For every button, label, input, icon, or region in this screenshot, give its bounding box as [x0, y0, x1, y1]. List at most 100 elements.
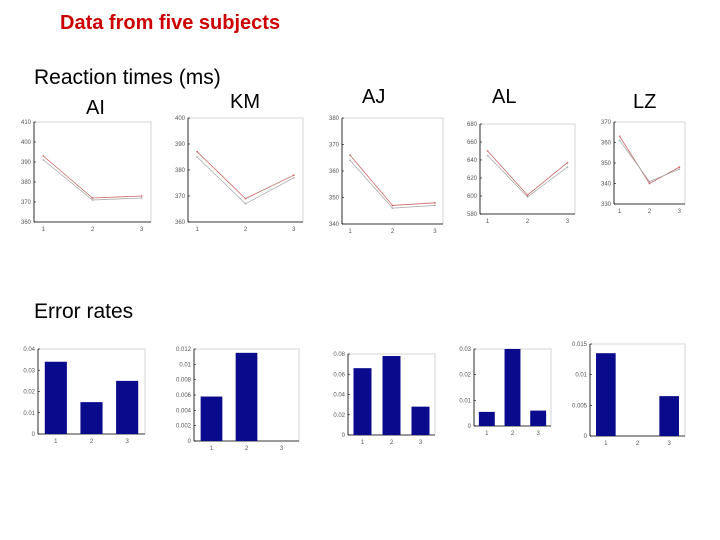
rt-aj-series-0-line: [349, 154, 435, 206]
err-aj-ytick-label-3: 0.06: [333, 372, 345, 378]
rt-al-plot-frame: [479, 123, 576, 215]
rt-km-plot-frame: [187, 117, 304, 223]
rt-lz-ytick-label-2: 350: [601, 161, 612, 167]
err-aj-ytick-label-4: 0.08: [333, 352, 345, 358]
rt-ai-ytick-label-3: 390: [21, 160, 32, 166]
err-lz-xtick-label-1: 2: [636, 441, 640, 447]
rt-ai-ytick-label-1: 370: [21, 200, 32, 206]
rt-lz-xtick-label-1: 2: [648, 209, 652, 215]
rt-km-series-1-point-2: [292, 176, 295, 179]
err-km-bar-1: [235, 352, 258, 441]
err-ai-xtick-label-0: 1: [54, 439, 58, 445]
rt-lz-series-1-line: [619, 140, 680, 182]
rt-lz-series-1-point-1: [648, 180, 651, 183]
rt-km-series-0-point-1: [244, 197, 247, 200]
rt-chart-aj: 340 350 360 370 380 1 2 3: [329, 116, 444, 235]
err-lz-ytick-label-0: 0: [584, 434, 588, 440]
rt-km-series-1-point-0: [196, 156, 199, 158]
rt-km-ytick-label-1: 370: [175, 194, 186, 200]
rt-aj-xtick-label-1: 2: [391, 229, 395, 235]
rt-ai-ytick-label-0: 360: [21, 220, 32, 226]
rt-ai-ytick-label-4: 400: [21, 140, 32, 146]
rt-ai-xtick-label-1: 2: [91, 227, 95, 233]
rt-ai-ytick-label-2: 380: [21, 180, 32, 186]
rt-al-ytick-label-4: 660: [467, 140, 478, 146]
err-chart-lz: 0 0.005 0.01 0.015 1 2 3: [572, 342, 686, 447]
err-aj-bar-0: [353, 368, 372, 435]
rt-al-xtick-label-2: 3: [566, 219, 570, 225]
rt-al-series-0-line: [487, 150, 568, 196]
err-ai-bar-0: [44, 361, 67, 434]
reaction-times-label: Reaction times (ms): [34, 66, 221, 89]
rt-ai-series-1-point-0: [42, 159, 45, 161]
rt-km-series-1-line: [196, 156, 294, 205]
rt-aj-xtick-label-0: 1: [348, 229, 352, 235]
err-km-ytick-label-6: 0.012: [176, 347, 192, 353]
subject-label-aj: AJ: [362, 86, 386, 108]
rt-lz-plot-frame: [613, 121, 686, 205]
err-lz-ytick-label-1: 0.005: [572, 403, 588, 409]
rt-km-xtick-label-0: 1: [196, 227, 200, 233]
rt-al-xtick-label-1: 2: [526, 219, 530, 225]
rt-ai-series-0-point-1: [91, 197, 94, 199]
err-al-ytick-label-2: 0.02: [459, 373, 471, 379]
subject-label-ai: AI: [86, 97, 105, 119]
err-ai-bar-2: [116, 380, 139, 434]
err-chart-al: 0 0.01 0.02 0.03 1 2 3: [459, 347, 552, 437]
rt-aj-series-0-point-0: [349, 154, 351, 156]
rt-aj-ytick-label-0: 340: [329, 222, 340, 228]
rt-al-series-1-point-1: [526, 196, 529, 198]
rt-km-ytick-label-0: 360: [175, 220, 186, 226]
rt-al-ytick-label-5: 680: [467, 122, 478, 128]
rt-al-series-1-point-2: [566, 166, 569, 169]
rt-ai-series-0-point-2: [140, 195, 143, 197]
err-chart-km: 0 0.002 0.004 0.006 0.008 0.01 0.012 1 2 3: [176, 347, 300, 452]
subject-label-al: AL: [492, 86, 517, 108]
rt-ai-series-1-line: [43, 159, 142, 201]
err-ai-bar-1: [80, 402, 103, 434]
err-chart-ai: 0 0.01 0.02 0.03 0.04 1 2 3: [23, 347, 146, 445]
rt-al-series-0-point-1: [526, 194, 529, 196]
err-aj-ytick-label-1: 0.02: [333, 413, 345, 419]
rt-km-xtick-label-1: 2: [244, 227, 248, 233]
rt-lz-xtick-label-2: 3: [678, 209, 682, 215]
rt-ai-xtick-label-2: 3: [140, 227, 144, 233]
rt-al-series-0-point-0: [486, 150, 489, 152]
rt-al-xtick-label-0: 1: [486, 219, 490, 225]
rt-ai-series-1-point-2: [140, 197, 143, 199]
rt-chart-lz: 330 340 350 360 370 1 2 3: [601, 120, 686, 215]
rt-aj-ytick-label-4: 380: [329, 116, 340, 122]
rt-lz-ytick-label-1: 340: [601, 182, 612, 188]
err-lz-xtick-label-2: 3: [667, 441, 671, 447]
subject-label-km: KM: [230, 91, 260, 113]
rt-lz-ytick-label-3: 360: [601, 141, 612, 147]
err-aj-ytick-label-2: 0.04: [333, 393, 345, 399]
rt-km-series-0-point-2: [292, 174, 295, 177]
rt-lz-series-1-point-2: [678, 168, 681, 171]
err-al-bar-1: [504, 349, 521, 426]
error-rates-label: Error rates: [34, 300, 134, 323]
rt-al-ytick-label-0: 580: [467, 212, 478, 218]
rt-lz-ytick-label-4: 370: [601, 120, 612, 126]
rt-km-ytick-label-3: 390: [175, 142, 186, 148]
rt-aj-ytick-label-1: 350: [329, 196, 340, 202]
rt-chart-ai: 360 370 380 390 400 410 1 2 3: [21, 120, 152, 233]
err-lz-ytick-label-3: 0.015: [572, 342, 588, 348]
err-km-ytick-label-0: 0: [188, 439, 192, 445]
rt-km-series-0-point-0: [196, 150, 199, 153]
err-al-xtick-label-0: 1: [485, 431, 489, 437]
err-km-xtick-label-2: 3: [280, 446, 284, 452]
rt-aj-series-1-point-0: [349, 159, 351, 162]
err-chart-aj: 0 0.02 0.04 0.06 0.08 1 2 3: [333, 352, 436, 446]
rt-km-ytick-label-4: 400: [175, 116, 186, 122]
err-km-ytick-label-3: 0.006: [176, 393, 192, 399]
err-ai-ytick-label-3: 0.03: [23, 368, 35, 374]
err-al-bar-0: [478, 411, 495, 426]
err-km-ytick-label-5: 0.01: [179, 362, 191, 368]
rt-al-series-1-point-0: [486, 154, 489, 157]
rt-ai-ytick-label-5: 410: [21, 120, 32, 126]
err-aj-xtick-label-0: 1: [361, 440, 365, 446]
slide-title: Data from five subjects: [60, 12, 281, 34]
err-km-xtick-label-0: 1: [210, 446, 214, 452]
rt-aj-series-1-line: [349, 160, 435, 209]
